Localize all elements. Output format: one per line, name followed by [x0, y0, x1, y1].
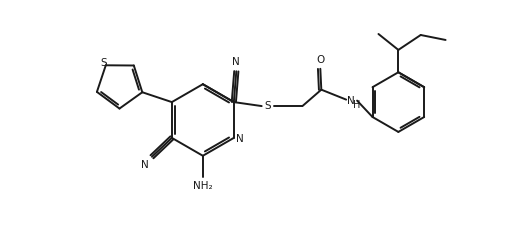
Text: NH₂: NH₂: [193, 180, 213, 191]
Text: N: N: [141, 160, 148, 170]
Text: N: N: [237, 134, 244, 144]
Text: S: S: [100, 58, 107, 68]
Text: N: N: [232, 57, 240, 67]
Text: O: O: [316, 55, 325, 65]
Text: S: S: [264, 101, 271, 111]
Text: H: H: [353, 100, 361, 110]
Text: N: N: [347, 96, 354, 106]
